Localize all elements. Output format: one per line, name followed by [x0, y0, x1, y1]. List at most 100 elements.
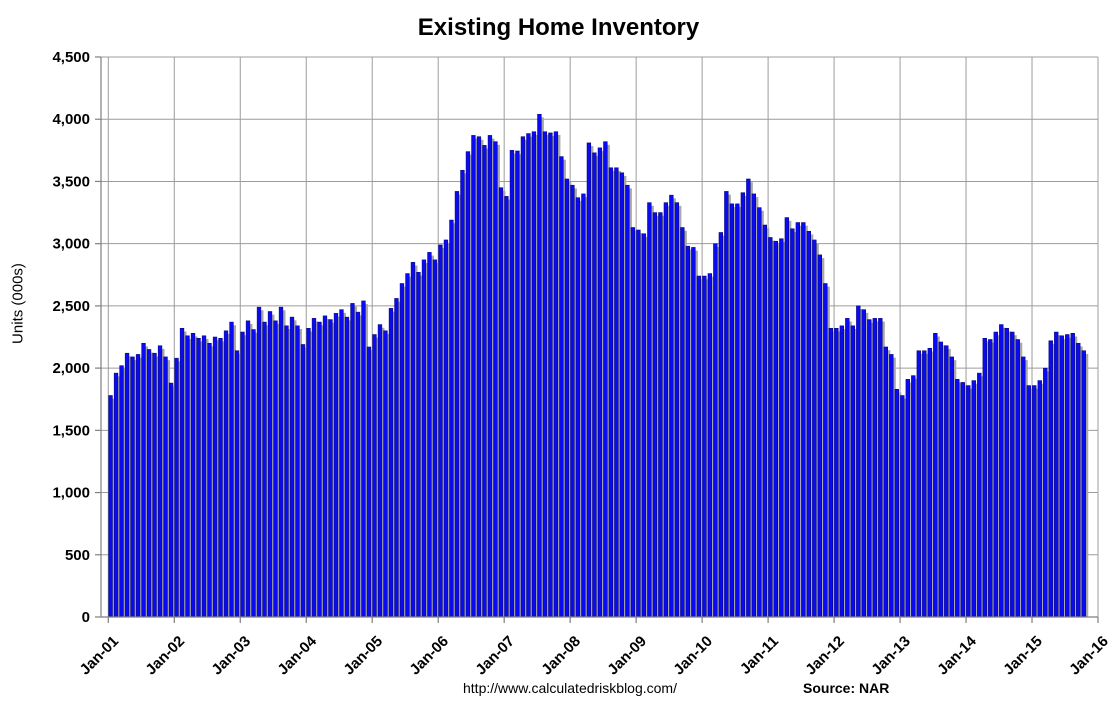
bar	[344, 316, 350, 618]
bar	[548, 132, 553, 618]
bar	[410, 262, 416, 618]
bar-shadow	[1029, 388, 1034, 617]
bar	[383, 330, 388, 618]
bar	[399, 283, 405, 618]
bar	[564, 178, 570, 618]
bar	[751, 193, 757, 618]
bar-shadow	[276, 324, 280, 617]
bar-shadow	[677, 205, 682, 618]
bar	[911, 375, 916, 618]
bar-shadow	[809, 234, 814, 617]
bar	[1081, 350, 1086, 618]
bar-shadow	[1034, 388, 1039, 617]
bar	[894, 389, 899, 618]
y-tick-label: 1,500	[52, 422, 90, 439]
bar	[1015, 339, 1020, 618]
bar	[377, 324, 383, 618]
bar	[707, 273, 713, 618]
bar	[960, 382, 965, 618]
bar-shadow	[215, 340, 220, 617]
bar	[674, 202, 680, 618]
bar-shadow	[1067, 337, 1072, 617]
bar-shadow	[452, 223, 456, 617]
bar-shadow	[551, 136, 555, 617]
bar	[955, 379, 960, 618]
bar	[795, 222, 800, 618]
footer-url: http://www.calculatedriskblog.com/	[463, 680, 677, 696]
bar-shadow	[941, 345, 946, 617]
bar	[949, 356, 954, 618]
bar-shadow	[760, 210, 764, 617]
bar	[443, 239, 449, 618]
bar-shadow	[793, 231, 797, 617]
bar	[201, 335, 207, 618]
bar-shadow	[149, 352, 154, 617]
bar	[801, 222, 806, 618]
bar-shadow	[1056, 335, 1061, 617]
bar	[817, 254, 822, 618]
bar-shadow	[567, 182, 572, 617]
x-tick-label: Jan-01	[76, 633, 122, 679]
bar-shadow	[474, 138, 478, 617]
bar-shadow	[292, 320, 297, 617]
bar-shadow	[875, 321, 880, 617]
bar	[971, 380, 976, 618]
bar	[1076, 342, 1081, 618]
bar-shadow	[1078, 346, 1083, 617]
bar-shadow	[974, 383, 979, 617]
bar	[449, 219, 454, 618]
bar	[823, 283, 828, 618]
bar-shadow	[716, 246, 720, 617]
bar	[597, 147, 603, 618]
bar	[586, 142, 592, 618]
bar-shadow	[639, 233, 643, 617]
bar	[350, 303, 355, 618]
bar-shadow	[1007, 331, 1012, 617]
bar-shadow	[386, 333, 390, 617]
bar	[515, 150, 520, 618]
bar	[883, 346, 888, 618]
bar-shadow	[166, 360, 171, 617]
bar-shadow	[457, 194, 462, 617]
bar	[498, 187, 504, 618]
bar	[476, 136, 482, 618]
bar-shadow	[776, 244, 781, 617]
bar	[537, 113, 542, 618]
bar	[922, 350, 927, 618]
bar	[141, 342, 146, 618]
bar-shadow	[837, 331, 841, 617]
bar	[784, 217, 789, 618]
bar-shadow	[441, 248, 445, 617]
bar-shadow	[116, 376, 121, 617]
bar-shadow	[1012, 335, 1017, 617]
bar-shadow	[1062, 338, 1067, 617]
bar	[839, 325, 844, 618]
bar-shadow	[193, 336, 198, 617]
bar-shadow	[529, 136, 533, 617]
bar	[278, 306, 284, 618]
bar	[603, 141, 608, 618]
x-tick-label: Jan-03	[208, 633, 254, 679]
bar	[146, 349, 152, 618]
bar-shadow	[446, 243, 451, 617]
bar-shadow	[177, 361, 182, 617]
bar	[322, 315, 328, 618]
bar	[124, 352, 130, 618]
bar	[256, 306, 262, 618]
bar-shadow	[628, 188, 632, 617]
bar	[691, 247, 696, 618]
bar	[900, 395, 905, 618]
bar	[757, 207, 762, 618]
bar-shadow	[930, 351, 935, 617]
bar-shadow	[606, 144, 610, 618]
bar-shadow	[622, 175, 627, 617]
bar-shadow	[221, 341, 226, 617]
bar-shadow	[501, 190, 506, 617]
bar-shadow	[655, 215, 660, 617]
bar	[427, 252, 432, 618]
bar-shadow	[925, 353, 929, 617]
bar-shadow	[996, 335, 1001, 617]
bar	[889, 354, 894, 618]
bar-shadow	[270, 314, 275, 617]
